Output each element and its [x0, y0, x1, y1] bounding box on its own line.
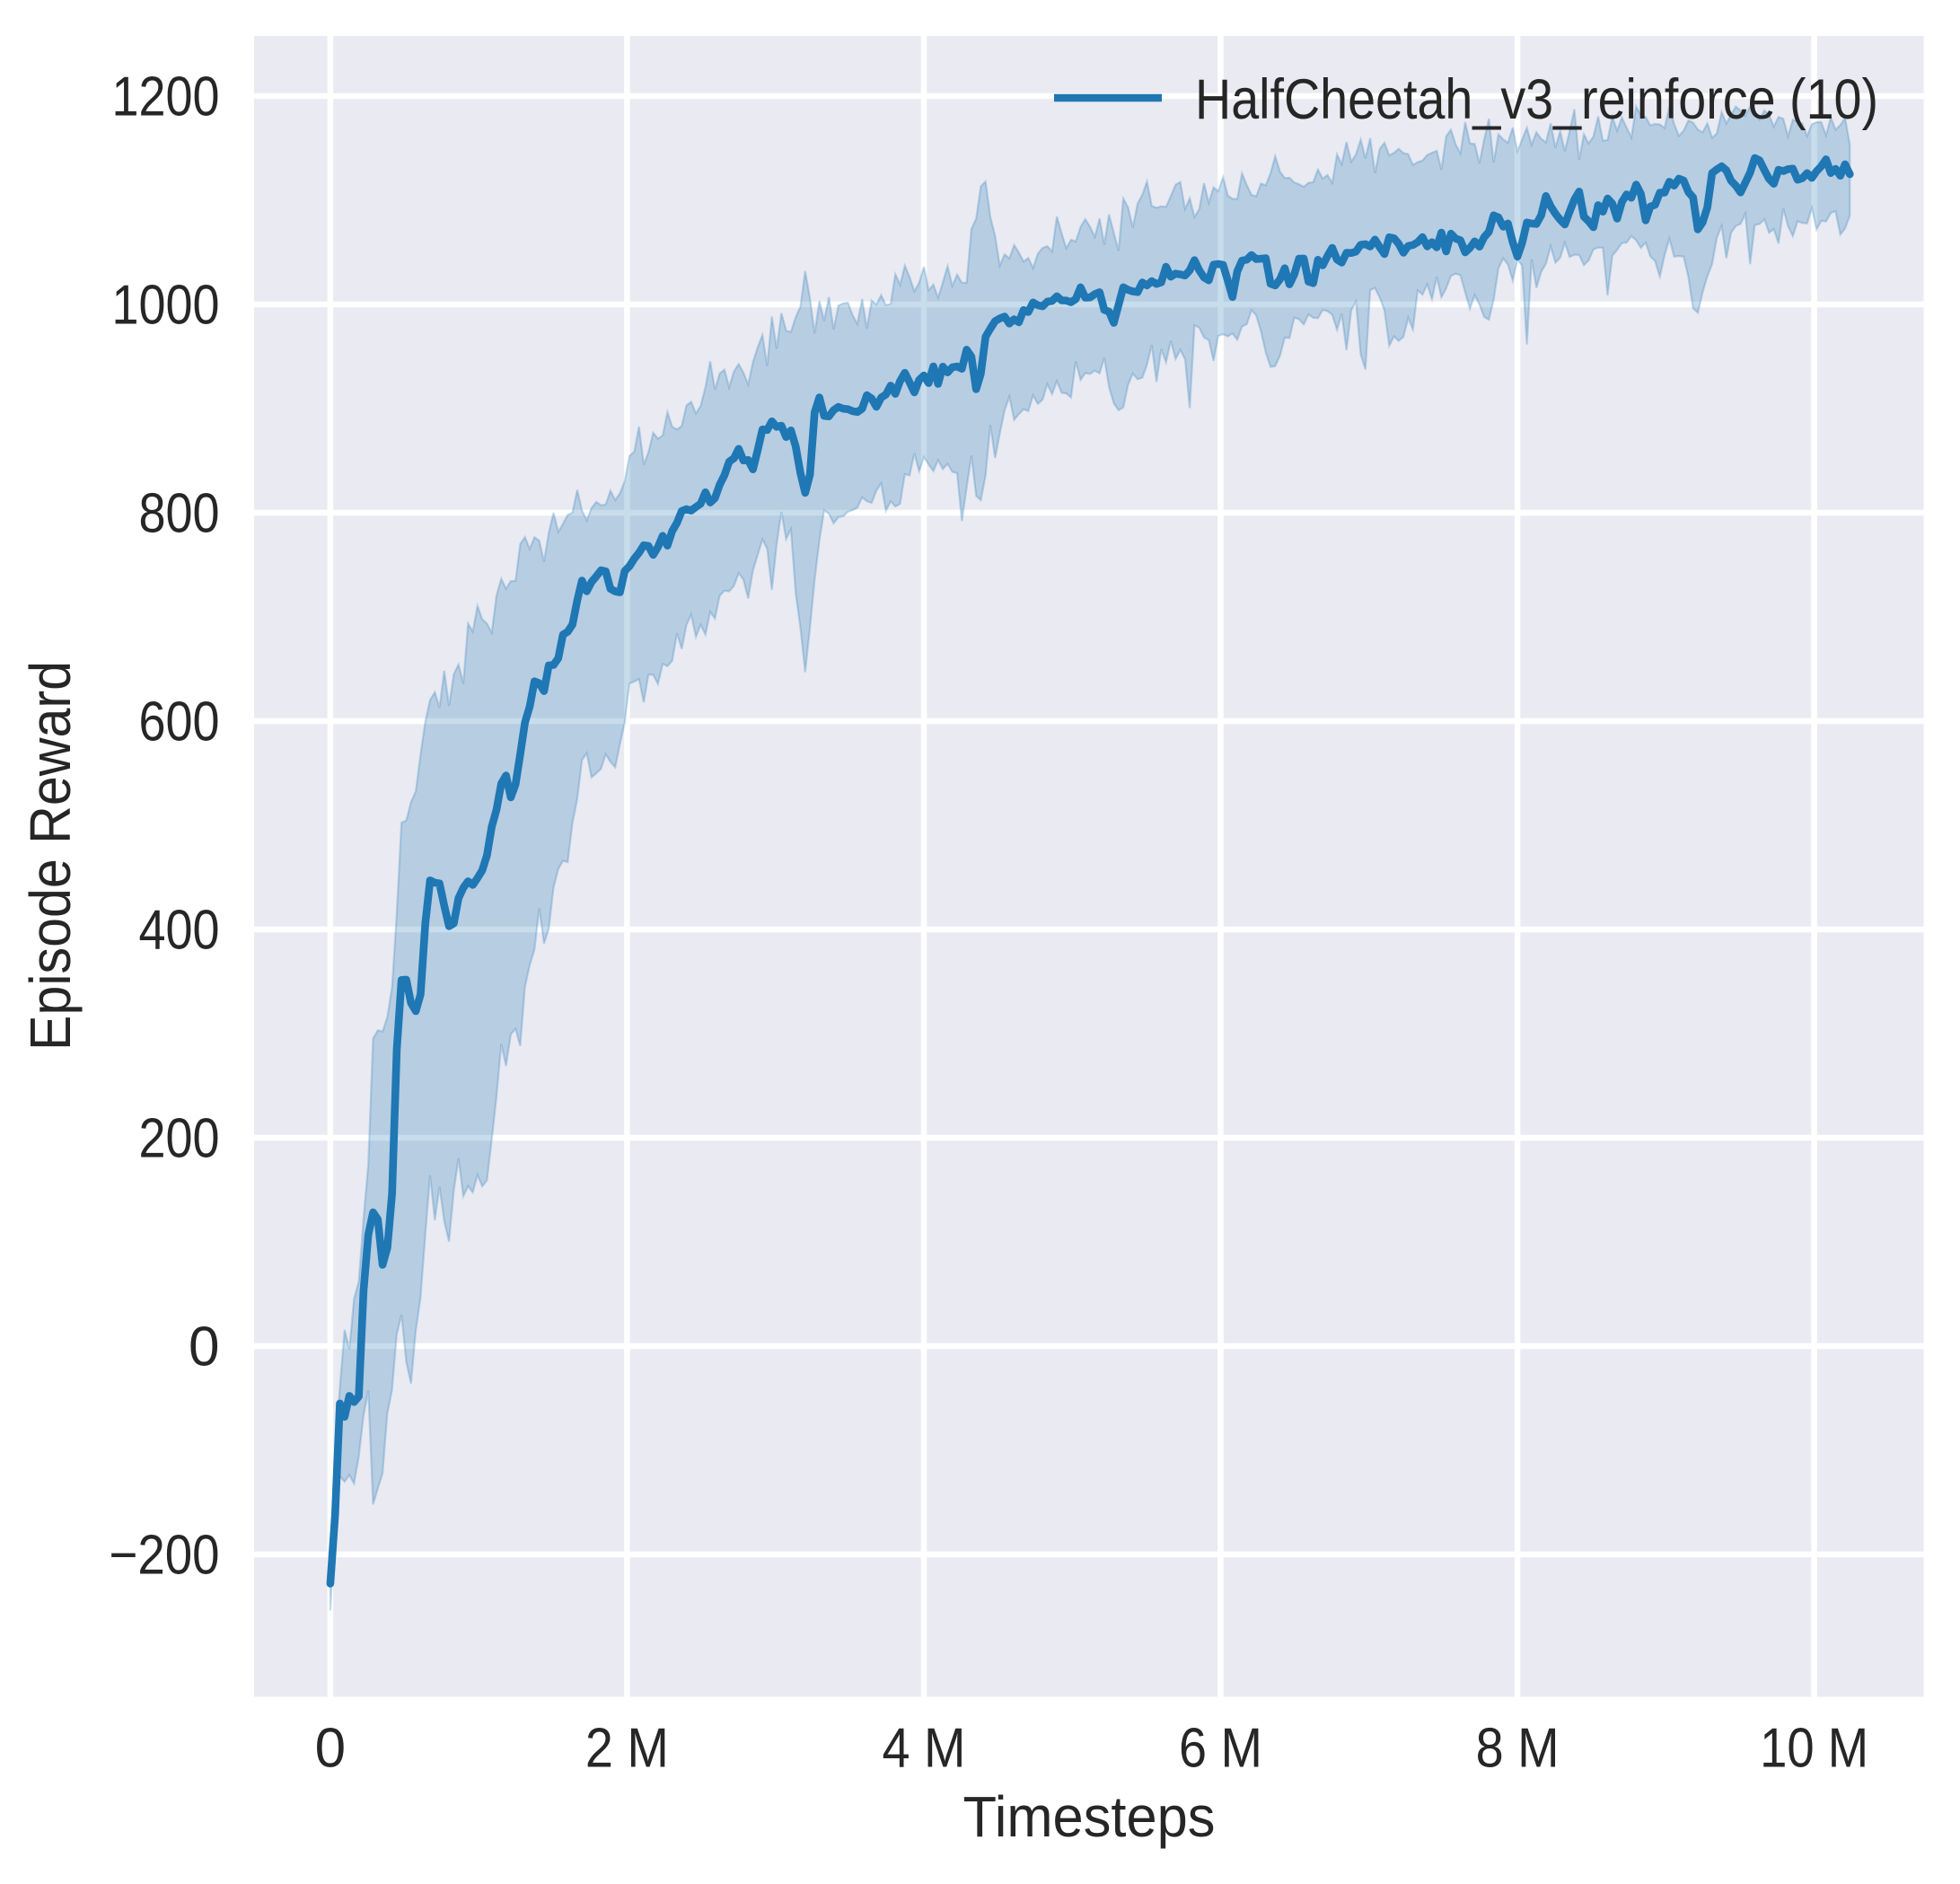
svg-text:2 M: 2 M — [585, 1718, 669, 1780]
svg-text:4 M: 4 M — [883, 1718, 966, 1780]
svg-text:Episode Reward: Episode Reward — [18, 661, 83, 1051]
svg-text:6 M: 6 M — [1179, 1718, 1262, 1780]
svg-text:10 M: 10 M — [1760, 1718, 1868, 1780]
svg-text:0: 0 — [315, 1718, 346, 1780]
svg-text:800: 800 — [139, 483, 220, 545]
svg-text:200: 200 — [139, 1108, 220, 1170]
svg-text:Timesteps: Timesteps — [963, 1784, 1216, 1849]
svg-text:600: 600 — [139, 691, 220, 753]
svg-text:0: 0 — [189, 1316, 219, 1378]
svg-text:−200: −200 — [110, 1525, 220, 1587]
svg-text:1200: 1200 — [112, 66, 220, 128]
svg-text:1000: 1000 — [112, 275, 220, 337]
svg-text:8 M: 8 M — [1476, 1718, 1560, 1780]
svg-text:400: 400 — [139, 900, 220, 962]
svg-text:HalfCheetah_v3_reinforce (10): HalfCheetah_v3_reinforce (10) — [1195, 68, 1878, 131]
